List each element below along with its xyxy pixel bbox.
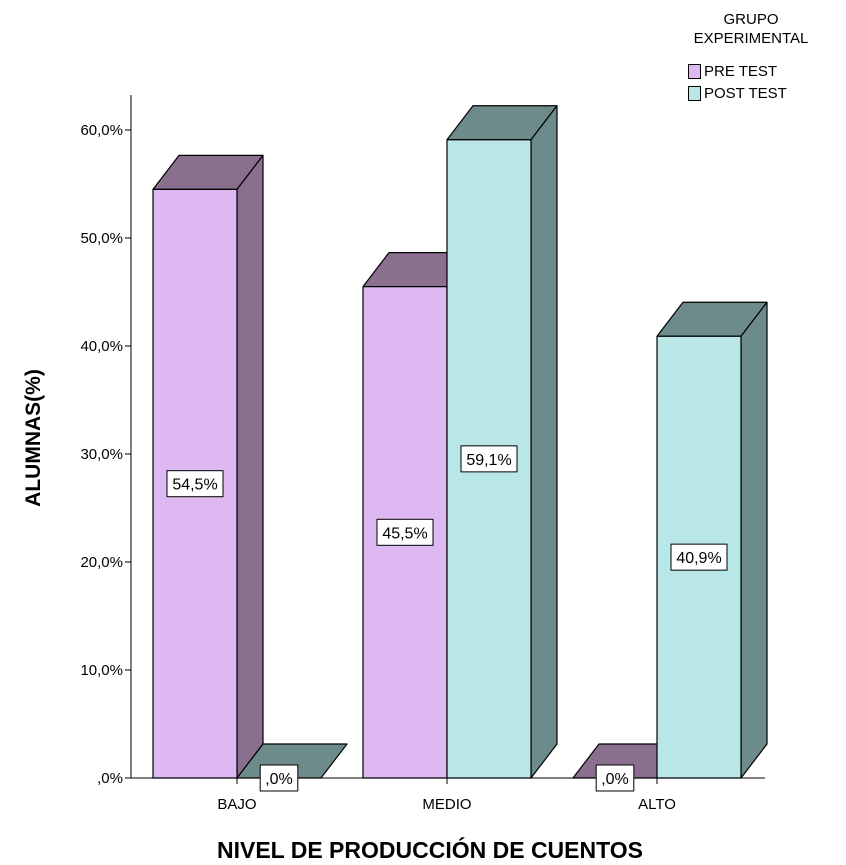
y-tick-label: 40,0%	[80, 338, 123, 355]
legend-title-line: EXPERIMENTAL	[693, 30, 809, 47]
data-label-box	[595, 764, 635, 792]
data-label-text: 59,1%	[466, 452, 511, 469]
bar-pre-test-bajo	[152, 154, 264, 779]
legend-title-line: GRUPO	[723, 11, 779, 28]
data-label-text: 45,5%	[382, 525, 427, 542]
data-label-box	[376, 518, 434, 546]
legend-label: POST TEST	[704, 84, 787, 102]
bar-group	[152, 105, 768, 779]
x-tick-label: ALTO	[638, 796, 676, 813]
y-tick-label: 50,0%	[80, 230, 123, 247]
data-label: 54,5%	[166, 470, 224, 498]
data-label-box	[460, 445, 518, 473]
data-label-text: 54,5%	[172, 477, 217, 494]
data-label-text: 40,9%	[676, 550, 721, 567]
legend-title: GRUPO EXPERIMENTAL	[660, 10, 842, 48]
data-label-group: 54,5% ,0% 45,5% 59,1% ,0% 40,9%	[166, 445, 728, 792]
legend-item-post-test: POST TEST	[688, 82, 842, 104]
data-label: 45,5%	[376, 518, 434, 546]
legend-item-pre-test: PRE TEST	[688, 60, 842, 82]
legend: GRUPO EXPERIMENTAL PRE TEST POST TEST	[672, 10, 842, 104]
bar-side	[530, 105, 558, 779]
data-label-text: ,0%	[265, 771, 293, 788]
y-tick-label: 20,0%	[80, 554, 123, 571]
y-axis-title: ALUMNAS(%)	[22, 369, 45, 507]
x-axis-title: NIVEL DE PRODUCCIÓN DE CUENTOS	[217, 836, 643, 863]
legend-swatch-post-test	[688, 85, 701, 101]
bar-post-test-alto	[656, 301, 768, 779]
data-label: ,0%	[259, 764, 299, 792]
bar-post-test-medio	[446, 105, 558, 779]
data-label-text: ,0%	[601, 771, 629, 788]
y-tick-label: 30,0%	[80, 446, 123, 463]
legend-swatch-pre-test	[688, 63, 701, 79]
data-label: 40,9%	[670, 543, 728, 571]
bar-side	[740, 301, 768, 779]
axes: ,0% 10,0% 20,0% 30,0% 40,0% 50,0% 60,0% BAJO MED…	[80, 95, 765, 813]
data-label: 59,1%	[460, 445, 518, 473]
y-tick-label: 60,0%	[80, 122, 123, 139]
legend-label: PRE TEST	[704, 62, 778, 80]
x-tick-label: BAJO	[217, 796, 256, 813]
data-label-box	[670, 543, 728, 571]
bar-side	[236, 154, 264, 779]
y-tick-label: 10,0%	[80, 662, 123, 679]
y-tick-label: ,0%	[97, 770, 123, 787]
x-tick-label: MEDIO	[422, 796, 471, 813]
data-label-box	[259, 764, 299, 792]
data-label: ,0%	[595, 764, 635, 792]
data-label-box	[166, 470, 224, 498]
